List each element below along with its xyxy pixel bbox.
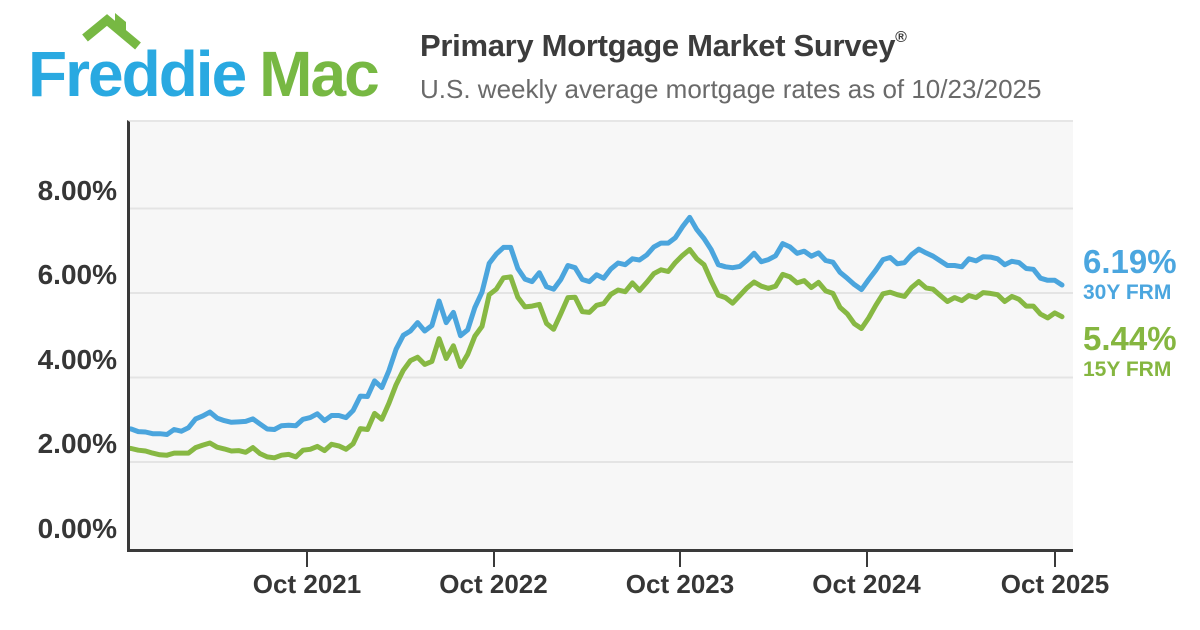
chart-plot-area (130, 207, 1073, 463)
x-axis-label: Oct 2025 (1000, 569, 1110, 599)
page-title: Primary Mortgage Market Survey® (420, 28, 907, 63)
x-axis-label: Oct 2023 (625, 569, 735, 599)
registered-mark: ® (895, 29, 907, 46)
x-axis-label: Oct 2021 (252, 569, 362, 599)
x-axis-label: Oct 2024 (812, 569, 921, 599)
logo-word-freddie: Freddie (28, 38, 247, 110)
legend-30y-frm: 6.19% 30Y FRM (1083, 245, 1177, 305)
latest-rate-30y: 6.19% (1083, 243, 1177, 280)
x-tick-mark (1054, 549, 1056, 567)
y-axis-label: 8.00% (37, 174, 117, 206)
rate-line-30y-frm (130, 214, 1065, 437)
x-axis-label: Oct 2022 (439, 569, 548, 599)
y-axis-label: 6.00% (37, 259, 117, 290)
latest-rate-15y: 5.44% (1083, 320, 1177, 357)
legend-15y-frm: 5.44% 15Y FRM (1083, 322, 1177, 382)
house-roof-icon (82, 13, 141, 50)
x-tick-mark (679, 549, 681, 567)
y-axis-label: 2.00% (37, 428, 117, 459)
logo-word-mac: Mac (259, 38, 379, 110)
logo-wordmark: Freddie Mac (28, 42, 380, 106)
y-axis-label: 0.00% (37, 512, 117, 544)
y-axis-label: 4.00% (37, 343, 117, 375)
rates-line-chart (127, 120, 1073, 552)
series-name-15y: 15Y FRM (1083, 358, 1172, 381)
series-name-30y: 30Y FRM (1083, 281, 1172, 304)
page-subtitle: U.S. weekly average mortgage rates as of… (420, 74, 1042, 104)
rate-line-15y-frm (130, 247, 1065, 461)
x-tick-mark (492, 549, 495, 567)
x-tick-mark (865, 549, 868, 567)
x-tick-mark (306, 549, 308, 567)
